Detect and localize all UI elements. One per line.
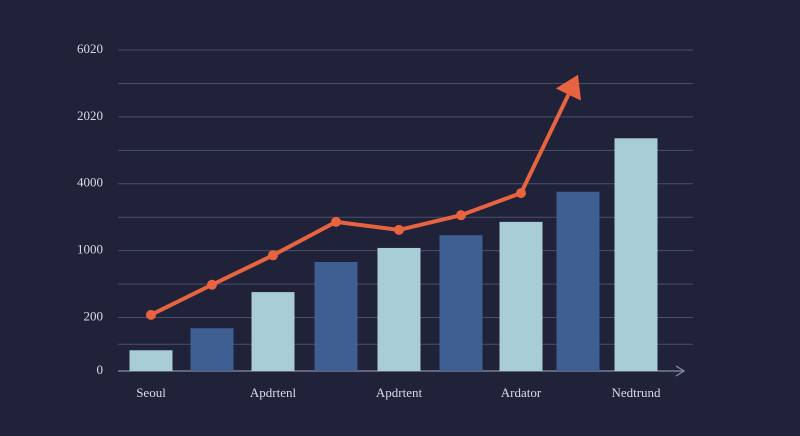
line-marker (516, 188, 526, 199)
line-marker (207, 279, 217, 290)
bar (251, 292, 295, 371)
bar (614, 138, 658, 371)
bar (439, 235, 483, 371)
bar (377, 247, 421, 371)
bar (190, 328, 234, 371)
x-tick-label: Apdrtenl (250, 385, 297, 400)
y-tick-label: 1000 (77, 242, 103, 257)
arrow-head (555, 74, 582, 101)
bar (499, 221, 543, 371)
line-marker (331, 216, 341, 227)
y-tick-label: 6020 (77, 41, 103, 56)
line-marker (146, 309, 156, 320)
x-tick-label: Apdrtent (376, 385, 423, 400)
x-tick-label: Seoul (136, 385, 166, 400)
bar (129, 350, 173, 371)
x-tick-label: Ardator (501, 385, 542, 400)
line-marker (456, 210, 466, 221)
bar (556, 191, 600, 371)
line-marker (394, 224, 404, 235)
line-segment (150, 93, 571, 317)
y-tick-label: 4000 (77, 175, 103, 190)
y-tick-label: 0 (97, 362, 104, 377)
line-marker (268, 250, 278, 261)
x-axis-arrow (675, 365, 686, 377)
bar (314, 261, 358, 371)
x-tick-label: Nedtrund (611, 385, 661, 400)
y-tick-label: 2020 (77, 108, 103, 123)
y-tick-label: 200 (84, 308, 104, 323)
